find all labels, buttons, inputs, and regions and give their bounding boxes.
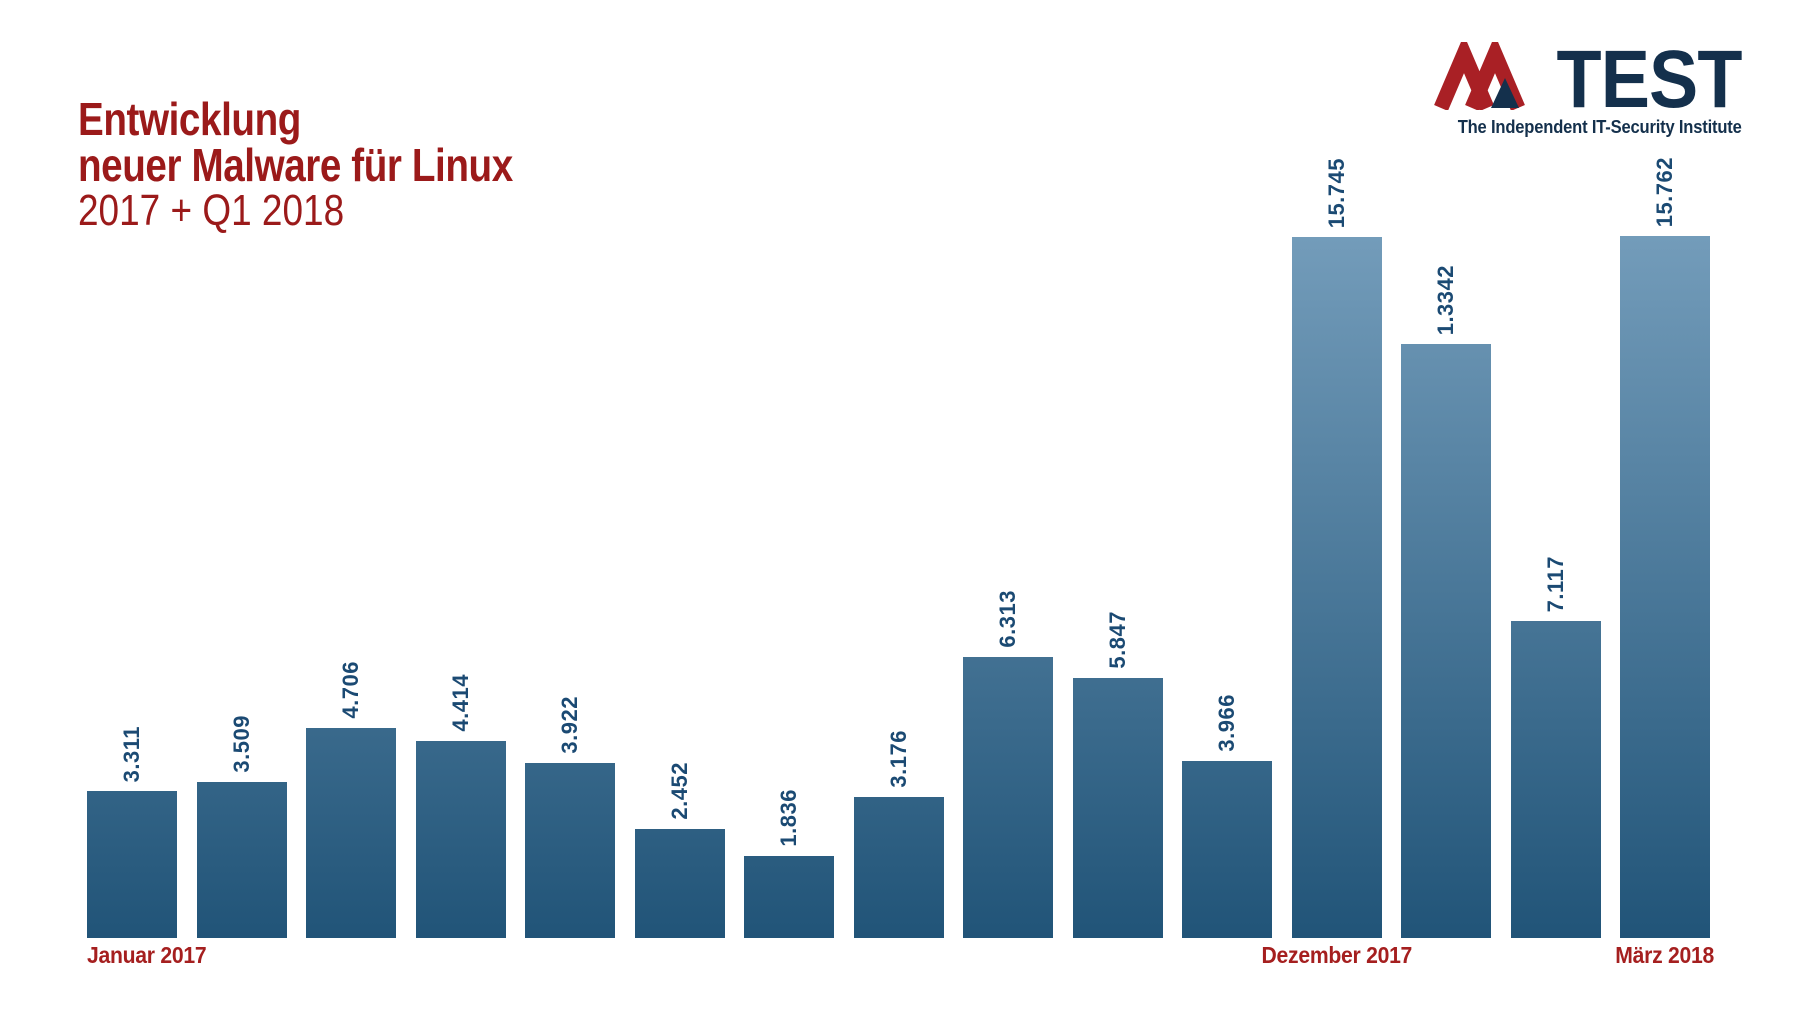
- bar-value-label: 1.836: [776, 789, 801, 847]
- page-title: Entwicklung neuer Malware für Linux 2017…: [78, 96, 513, 234]
- bar-value-label: 5.847: [1104, 611, 1130, 669]
- x-axis-cell: [635, 942, 725, 969]
- x-axis-label: Dezember 2017: [1261, 942, 1412, 968]
- bar: [1510, 621, 1601, 938]
- bar: [634, 829, 725, 938]
- bar: [87, 791, 177, 938]
- x-axis-cell: [306, 942, 396, 969]
- bar-column: 4.706: [306, 661, 396, 938]
- bar-column: 15.762: [1620, 157, 1710, 938]
- bar-column: 3.966: [1182, 694, 1272, 938]
- bar-value-label: 4.706: [338, 661, 363, 719]
- bar-value-label: 7.117: [1542, 555, 1568, 612]
- bar-column: 5.847: [1072, 611, 1163, 938]
- bar-value-label: 3.176: [885, 730, 911, 788]
- bar-value-label: 4.414: [447, 674, 473, 732]
- x-axis-cell: [1073, 942, 1163, 969]
- x-axis-cell: [963, 942, 1053, 969]
- x-axis-cell: [854, 942, 944, 969]
- x-axis-cell: [416, 942, 506, 969]
- bar-column: 15.745: [1291, 157, 1382, 938]
- av-chevrons-icon: [1434, 42, 1526, 110]
- bar-column: 1.3342: [1401, 265, 1491, 938]
- bar: [853, 797, 944, 938]
- bar: [1401, 344, 1491, 938]
- bar-column: 7.117: [1510, 555, 1601, 938]
- bar-column: 1.836: [744, 789, 834, 938]
- logo-tagline: The Independent IT-Security Institute: [1458, 117, 1742, 137]
- title-line-1: Entwicklung: [78, 93, 301, 145]
- x-axis-label: Januar 2017: [87, 942, 207, 968]
- bar: [415, 741, 506, 938]
- bar-column: 4.414: [415, 674, 506, 938]
- bar-value-label: 3.922: [557, 696, 582, 754]
- bar: [1072, 678, 1163, 938]
- bar: [744, 856, 834, 938]
- x-axis-cell: [1182, 942, 1272, 969]
- x-axis-cell: März 2018: [1616, 942, 1715, 969]
- x-axis-cell: [744, 942, 834, 969]
- avtest-logo: TEST The Independent IT-Security Institu…: [1433, 34, 1743, 138]
- x-axis-cell: [1401, 942, 1491, 969]
- avtest-logo-row: TEST: [1434, 34, 1743, 125]
- bar-value-label: 3.966: [1214, 694, 1239, 752]
- x-axis-cell: Dezember 2017: [1261, 942, 1412, 969]
- bar: [1182, 761, 1272, 938]
- bar-value-label: 15.762: [1652, 156, 1677, 227]
- bar-value-label: 2.452: [666, 762, 692, 820]
- logo-brand-text: TEST: [1556, 34, 1743, 125]
- bar-column: 3.311: [87, 726, 177, 938]
- x-axis-cell: Januar 2017: [87, 942, 207, 969]
- x-axis-label: März 2018: [1615, 942, 1715, 968]
- title-line-3: 2017 + Q1 2018: [78, 186, 345, 235]
- bar-column: 6.313: [963, 590, 1053, 938]
- bar: [963, 657, 1053, 938]
- bar-column: 3.509: [196, 715, 287, 938]
- bar: [525, 763, 615, 938]
- bar: [1291, 237, 1382, 938]
- bar-value-label: 3.311: [119, 725, 144, 782]
- x-axis-cell: [197, 942, 287, 969]
- bar: [306, 728, 396, 938]
- bar-column: 3.176: [853, 730, 944, 938]
- bar-value-label: 15.745: [1323, 157, 1349, 228]
- bar: [1620, 236, 1710, 938]
- title-line-2: neuer Malware für Linux: [78, 139, 513, 191]
- bar-chart: 3.311 3.509 4.706 4.414 3.922 2.452 1.836 3.176…: [87, 157, 1710, 938]
- bar-column: 3.922: [525, 696, 615, 938]
- x-axis-cell: [525, 942, 615, 969]
- x-axis-cell: [1511, 942, 1601, 969]
- x-axis: Januar 2017 Dezember 2017 März 2018: [87, 942, 1715, 969]
- bar-value-label: 6.313: [995, 590, 1020, 648]
- bar: [196, 782, 287, 938]
- bar-column: 2.452: [634, 762, 725, 938]
- bar-value-label: 1.3342: [1433, 264, 1458, 335]
- bar-value-label: 3.509: [228, 715, 254, 773]
